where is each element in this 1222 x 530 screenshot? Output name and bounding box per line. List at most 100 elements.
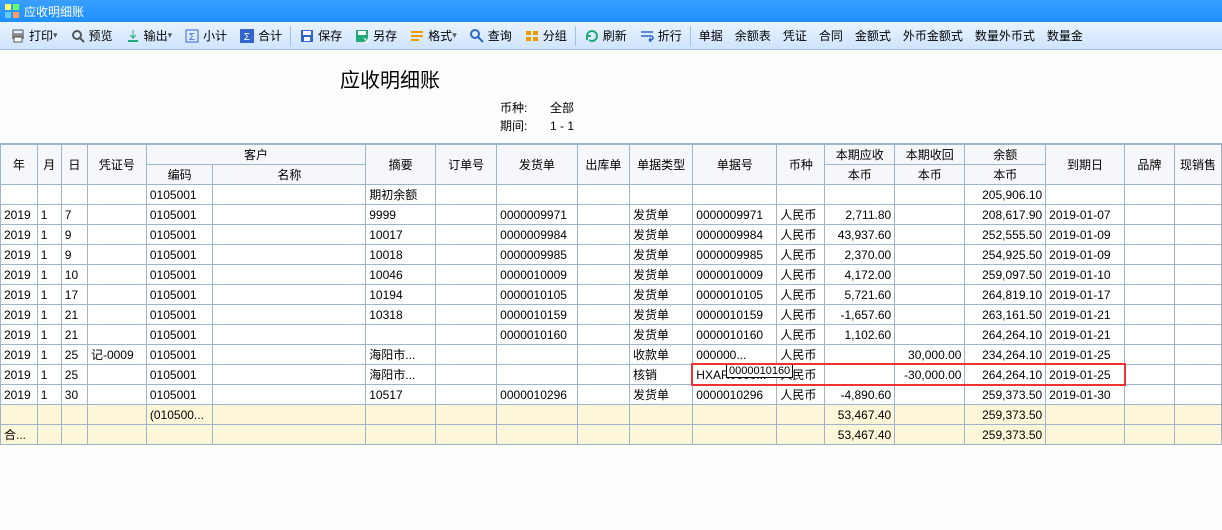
- table-row[interactable]: 2019190105001100170000009984发货单000000998…: [1, 225, 1222, 245]
- cell-ship[interactable]: 0000009984: [497, 225, 577, 245]
- cell-due[interactable]: 43,937.60: [825, 225, 895, 245]
- cell-voucher[interactable]: [87, 265, 146, 285]
- cell-mdate[interactable]: 2019-01-30: [1046, 385, 1125, 405]
- col-recv-local[interactable]: 本币: [895, 165, 965, 185]
- cell-sale[interactable]: [1174, 345, 1221, 365]
- cell-ship[interactable]: 0000010160: [497, 325, 577, 345]
- cell-brand[interactable]: [1124, 405, 1174, 425]
- cell-recv[interactable]: [895, 305, 965, 325]
- cell-year[interactable]: [1, 185, 38, 205]
- cell-code[interactable]: (010500...: [146, 405, 213, 425]
- cell-due[interactable]: 4,172.00: [825, 265, 895, 285]
- cell-bal[interactable]: 205,906.10: [965, 185, 1046, 205]
- data-grid[interactable]: 年 月 日 凭证号 客户 摘要 订单号 发货单 出库单 单据类型 单据号 币种 …: [0, 143, 1222, 445]
- cell-due[interactable]: -4,890.60: [825, 385, 895, 405]
- col-ship[interactable]: 发货单: [497, 145, 577, 185]
- col-day[interactable]: 日: [61, 145, 87, 185]
- toolbar-btn-16[interactable]: 余额表: [729, 24, 777, 48]
- cell-bal[interactable]: 259,373.50: [965, 405, 1046, 425]
- cell-year[interactable]: 2019: [1, 285, 38, 305]
- table-row[interactable]: 20191210105001103180000010159发货单00000101…: [1, 305, 1222, 325]
- cell-ship[interactable]: 0000009971: [497, 205, 577, 225]
- cell-voucher[interactable]: [87, 205, 146, 225]
- cell-out[interactable]: [577, 325, 629, 345]
- toolbar-btn-22[interactable]: 数量金: [1041, 24, 1089, 48]
- cell-curr[interactable]: [777, 425, 825, 445]
- cell-due[interactable]: 53,467.40: [825, 405, 895, 425]
- cell-bal[interactable]: 208,617.90: [965, 205, 1046, 225]
- cell-out[interactable]: [577, 285, 629, 305]
- cell-code[interactable]: 0105001: [146, 205, 213, 225]
- col-sale[interactable]: 现销售: [1174, 145, 1221, 185]
- cell-month[interactable]: 1: [37, 225, 61, 245]
- cell-mdate[interactable]: [1046, 185, 1125, 205]
- cell-sale[interactable]: [1174, 225, 1221, 245]
- cell-month[interactable]: 1: [37, 365, 61, 385]
- cell-order[interactable]: [436, 305, 497, 325]
- cell-code[interactable]: 0105001: [146, 285, 213, 305]
- cell-out[interactable]: [577, 265, 629, 285]
- cell-order[interactable]: [436, 385, 497, 405]
- cell-brand[interactable]: [1124, 365, 1174, 385]
- cell-order[interactable]: [436, 345, 497, 365]
- table-row[interactable]: 201912101050010000010160发货单0000010160人民币…: [1, 325, 1222, 345]
- cell-due[interactable]: 53,467.40: [825, 425, 895, 445]
- cell-code[interactable]: 0105001: [146, 385, 213, 405]
- cell-curr[interactable]: 人民币: [777, 205, 825, 225]
- cell-recv[interactable]: [895, 205, 965, 225]
- cell-month[interactable]: 1: [37, 325, 61, 345]
- cell-out[interactable]: [577, 225, 629, 245]
- cell-recv[interactable]: [895, 225, 965, 245]
- cell-curr[interactable]: [777, 405, 825, 425]
- cell-recv[interactable]: [895, 425, 965, 445]
- col-billno[interactable]: 单据号: [693, 145, 777, 185]
- cell-ship[interactable]: [497, 345, 577, 365]
- toolbar-printer[interactable]: 打印 ▾: [4, 24, 64, 48]
- cell-day[interactable]: 25: [61, 365, 87, 385]
- cell-bal[interactable]: 263,161.50: [965, 305, 1046, 325]
- cell-day[interactable]: [61, 405, 87, 425]
- cell-bno[interactable]: 0000010296: [693, 385, 777, 405]
- cell-month[interactable]: 1: [37, 265, 61, 285]
- table-row[interactable]: 20191250105001海阳市...核销HXAR0000...人民币-30,…: [1, 365, 1222, 385]
- cell-code[interactable]: 0105001: [146, 345, 213, 365]
- cell-sale[interactable]: [1174, 205, 1221, 225]
- cell-sale[interactable]: [1174, 185, 1221, 205]
- cell-code[interactable]: 0105001: [146, 225, 213, 245]
- cell-bno[interactable]: 000000...: [693, 345, 777, 365]
- cell-summary[interactable]: [366, 325, 436, 345]
- cell-name[interactable]: [213, 285, 366, 305]
- toolbar-btn-21[interactable]: 数量外币式: [969, 24, 1041, 48]
- cell-mdate[interactable]: 2019-01-25: [1046, 365, 1125, 385]
- cell-due[interactable]: 5,721.60: [825, 285, 895, 305]
- cell-recv[interactable]: [895, 285, 965, 305]
- cell-day[interactable]: [61, 185, 87, 205]
- cell-summary[interactable]: 10318: [366, 305, 436, 325]
- cell-voucher[interactable]: [87, 325, 146, 345]
- cell-mdate[interactable]: [1046, 405, 1125, 425]
- col-balance[interactable]: 余额: [965, 145, 1046, 165]
- cell-sale[interactable]: [1174, 405, 1221, 425]
- cell-year[interactable]: 合...: [1, 425, 38, 445]
- cell-recv[interactable]: -30,000.00: [895, 365, 965, 385]
- cell-sale[interactable]: [1174, 325, 1221, 345]
- cell-out[interactable]: [577, 185, 629, 205]
- cell-order[interactable]: [436, 245, 497, 265]
- cell-brand[interactable]: [1124, 385, 1174, 405]
- cell-order[interactable]: [436, 405, 497, 425]
- cell-recv[interactable]: [895, 265, 965, 285]
- toolbar-saveas[interactable]: 另存: [348, 24, 403, 48]
- col-out[interactable]: 出库单: [577, 145, 629, 185]
- cell-voucher[interactable]: [87, 245, 146, 265]
- cell-due[interactable]: [825, 345, 895, 365]
- cell-month[interactable]: 1: [37, 385, 61, 405]
- col-summary[interactable]: 摘要: [366, 145, 436, 185]
- cell-month[interactable]: [37, 185, 61, 205]
- col-brand[interactable]: 品牌: [1124, 145, 1174, 185]
- cell-summary[interactable]: 10194: [366, 285, 436, 305]
- col-custname[interactable]: 名称: [213, 165, 366, 185]
- cell-year[interactable]: [1, 405, 38, 425]
- cell-curr[interactable]: [777, 185, 825, 205]
- cell-name[interactable]: [213, 385, 366, 405]
- cell-bno[interactable]: 0000010159: [693, 305, 777, 325]
